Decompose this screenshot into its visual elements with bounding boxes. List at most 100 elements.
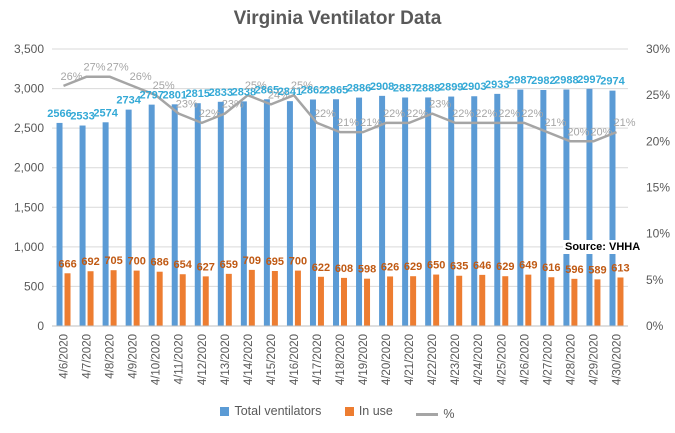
x-tick-label: 4/8/2020 [105,334,117,379]
legend-swatch-inuse [344,406,354,416]
data-label-percent: 20% [590,126,612,138]
data-label-in-use: 589 [588,264,606,276]
bar-in-use [133,270,140,326]
bar-in-use [502,276,509,326]
data-label-in-use: 700 [289,256,307,268]
y-tick-label: 0 [37,319,44,333]
data-label-total: 2988 [554,75,578,87]
data-label-percent: 21% [337,117,359,129]
data-label-total: 2997 [577,74,601,86]
data-label-in-use: 622 [312,262,330,274]
data-label-in-use: 627 [197,261,215,273]
data-label-percent: 20% [567,126,589,138]
x-tick-label: 4/23/2020 [450,334,462,385]
data-label-in-use: 700 [127,256,145,268]
bar-in-use [617,277,624,326]
bar-in-use [571,278,578,326]
x-tick-label: 4/6/2020 [59,334,71,379]
bar-total-ventilators [425,97,432,326]
y-tick-label: 500 [24,279,44,293]
data-label-total: 2862 [301,84,325,96]
data-label-total: 2801 [162,89,186,101]
data-label-total: 2982 [531,75,555,87]
chart-title: Virginia Ventilator Data [233,8,442,29]
bar-total-ventilators [148,104,155,327]
data-label-total: 2815 [186,88,210,100]
bar-total-ventilators [79,125,86,326]
data-label-total: 2566 [47,108,71,120]
data-label-in-use: 626 [381,261,399,273]
data-label-total: 2888 [416,82,440,94]
bar-in-use [248,269,255,326]
data-label-percent: 23% [429,99,451,111]
bar-in-use [387,276,394,326]
y-tick-label: 2,500 [14,121,44,135]
bar-total-ventilators [56,122,63,326]
bar-in-use [341,277,347,326]
data-label-in-use: 649 [519,260,537,272]
data-label-in-use: 635 [450,261,468,273]
y2-tick-label: 25% [646,88,670,102]
data-label-total: 2987 [508,75,532,87]
data-label-percent: 22% [383,108,405,120]
bar-in-use [525,274,532,326]
data-label-in-use: 709 [243,255,261,267]
bar-total-ventilators [379,95,386,326]
bar-total-ventilators [286,101,293,326]
bar-in-use [87,271,94,326]
data-label-in-use: 659 [220,259,238,271]
bar-total-ventilators [171,104,178,326]
y2-tick-label: 20% [646,134,670,148]
data-label-in-use: 629 [404,261,422,273]
x-tick-label: 4/20/2020 [381,334,393,385]
data-label-percent: 22% [521,108,543,120]
x-tick-label: 4/25/2020 [496,334,508,385]
data-label-percent: 21% [544,117,566,129]
data-label-total: 2908 [370,81,394,93]
bar-in-use [410,276,417,326]
x-tick-label: 4/7/2020 [82,334,94,379]
bar-in-use [594,279,601,326]
x-tick-label: 4/16/2020 [289,334,301,385]
bar-total-ventilators [448,96,455,327]
x-tick-label: 4/15/2020 [266,334,278,385]
data-label-percent: 26% [130,71,152,83]
y2-tick-label: 10% [646,227,670,241]
bar-in-use [110,270,117,326]
legend-line-pct [416,412,439,416]
x-tick-label: 4/18/2020 [335,334,347,385]
data-label-percent: 27% [84,62,106,74]
data-label-total: 2833 [209,87,233,99]
data-label-percent: 22% [475,108,497,120]
data-label-percent: 25% [245,80,267,92]
x-tick-label: 4/9/2020 [128,334,140,379]
x-tick-label: 4/30/2020 [611,334,623,385]
data-label-total: 2838 [232,86,256,98]
bar-in-use [548,277,555,326]
data-label-in-use: 608 [335,263,353,275]
bar-in-use [271,270,278,326]
bar-total-ventilators [356,97,363,326]
data-label-percent: 22% [452,108,474,120]
data-label-percent: 26% [61,71,83,83]
x-tick-label: 4/28/2020 [565,334,577,385]
bar-total-ventilators [125,109,132,326]
bar-total-ventilators [609,90,616,326]
data-label-percent: 25% [153,80,175,92]
bar-total-ventilators [194,103,201,326]
bar-in-use [225,273,232,326]
bar-in-use [294,270,301,326]
line-percent [63,75,617,143]
data-label-total: 2533 [70,111,94,123]
data-label-percent: 23% [176,99,198,111]
data-label-percent: 22% [498,108,520,120]
data-label-percent: 22% [314,108,336,120]
x-tick-label: 4/26/2020 [519,334,531,385]
bar-total-ventilators [240,101,247,326]
x-tick-label: 4/24/2020 [473,334,485,385]
x-tick-label: 4/11/2020 [174,334,186,384]
y-tick-label: 3,000 [14,82,44,96]
legend-item-pct: % [416,407,455,421]
bar-in-use [433,274,440,326]
